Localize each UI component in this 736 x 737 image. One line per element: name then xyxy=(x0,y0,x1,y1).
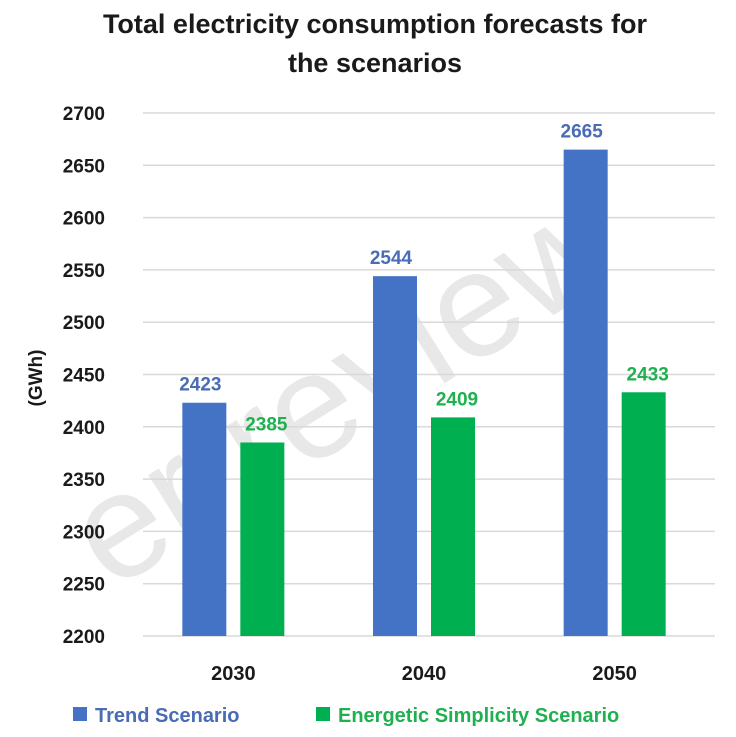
y-tick-label: 2550 xyxy=(63,261,105,282)
data-label: 2385 xyxy=(245,414,288,435)
chart-title-line-2: the scenarios xyxy=(288,48,462,78)
y-tick-label: 2200 xyxy=(63,627,105,648)
bar-trend-2030 xyxy=(182,402,227,636)
legend-label-trend: Trend Scenario xyxy=(95,705,240,727)
legend-swatch-trend xyxy=(73,707,87,721)
y-tick-label: 2450 xyxy=(63,366,105,387)
legend-label-energetic: Energetic Simplicity Scenario xyxy=(338,705,619,727)
data-label: 2423 xyxy=(179,375,221,396)
watermark-text: er review xyxy=(39,154,645,619)
data-label: 2544 xyxy=(370,248,413,269)
x-tick-label: 2030 xyxy=(211,663,256,685)
y-tick-label: 2600 xyxy=(63,209,105,230)
bar-energetic-2050 xyxy=(621,392,666,636)
y-tick-label: 2300 xyxy=(63,522,105,543)
bar-energetic-2040 xyxy=(431,417,475,636)
chart-title-line-1: Total electricity consumption forecasts … xyxy=(103,9,648,39)
y-axis-label: (GWh) xyxy=(26,350,47,407)
y-tick-label: 2400 xyxy=(63,418,105,439)
bar-trend-2050 xyxy=(563,149,608,637)
x-tick-label: 2050 xyxy=(592,663,637,685)
data-label: 2665 xyxy=(561,122,604,143)
y-tick-label: 2650 xyxy=(63,156,105,177)
data-label: 2409 xyxy=(436,389,478,410)
y-tick-label: 2500 xyxy=(63,313,105,334)
y-tick-label: 2250 xyxy=(63,575,105,596)
legend-swatch-energetic xyxy=(316,707,330,721)
bar-energetic-2030 xyxy=(240,442,285,636)
x-tick-label: 2040 xyxy=(402,663,447,685)
bar-trend-2040 xyxy=(373,276,417,636)
data-label: 2433 xyxy=(627,364,669,385)
y-tick-label: 2700 xyxy=(63,104,105,125)
y-tick-label: 2350 xyxy=(63,470,105,491)
